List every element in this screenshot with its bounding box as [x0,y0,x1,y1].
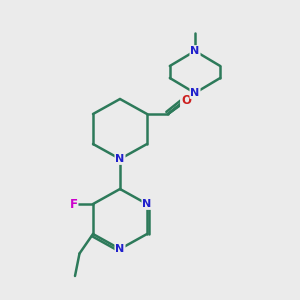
Text: N: N [190,88,200,98]
Text: N: N [116,154,124,164]
Text: O: O [181,94,191,107]
Text: N: N [190,46,200,56]
Text: F: F [70,197,77,211]
Text: N: N [116,244,124,254]
Text: N: N [142,199,152,209]
